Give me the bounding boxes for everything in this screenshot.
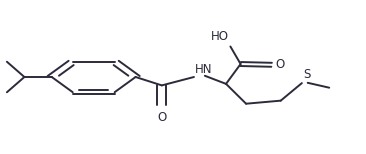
Text: O: O	[275, 58, 284, 71]
Text: HO: HO	[210, 30, 229, 43]
Text: O: O	[157, 111, 167, 124]
Text: HN: HN	[195, 63, 212, 76]
Text: S: S	[304, 68, 311, 81]
